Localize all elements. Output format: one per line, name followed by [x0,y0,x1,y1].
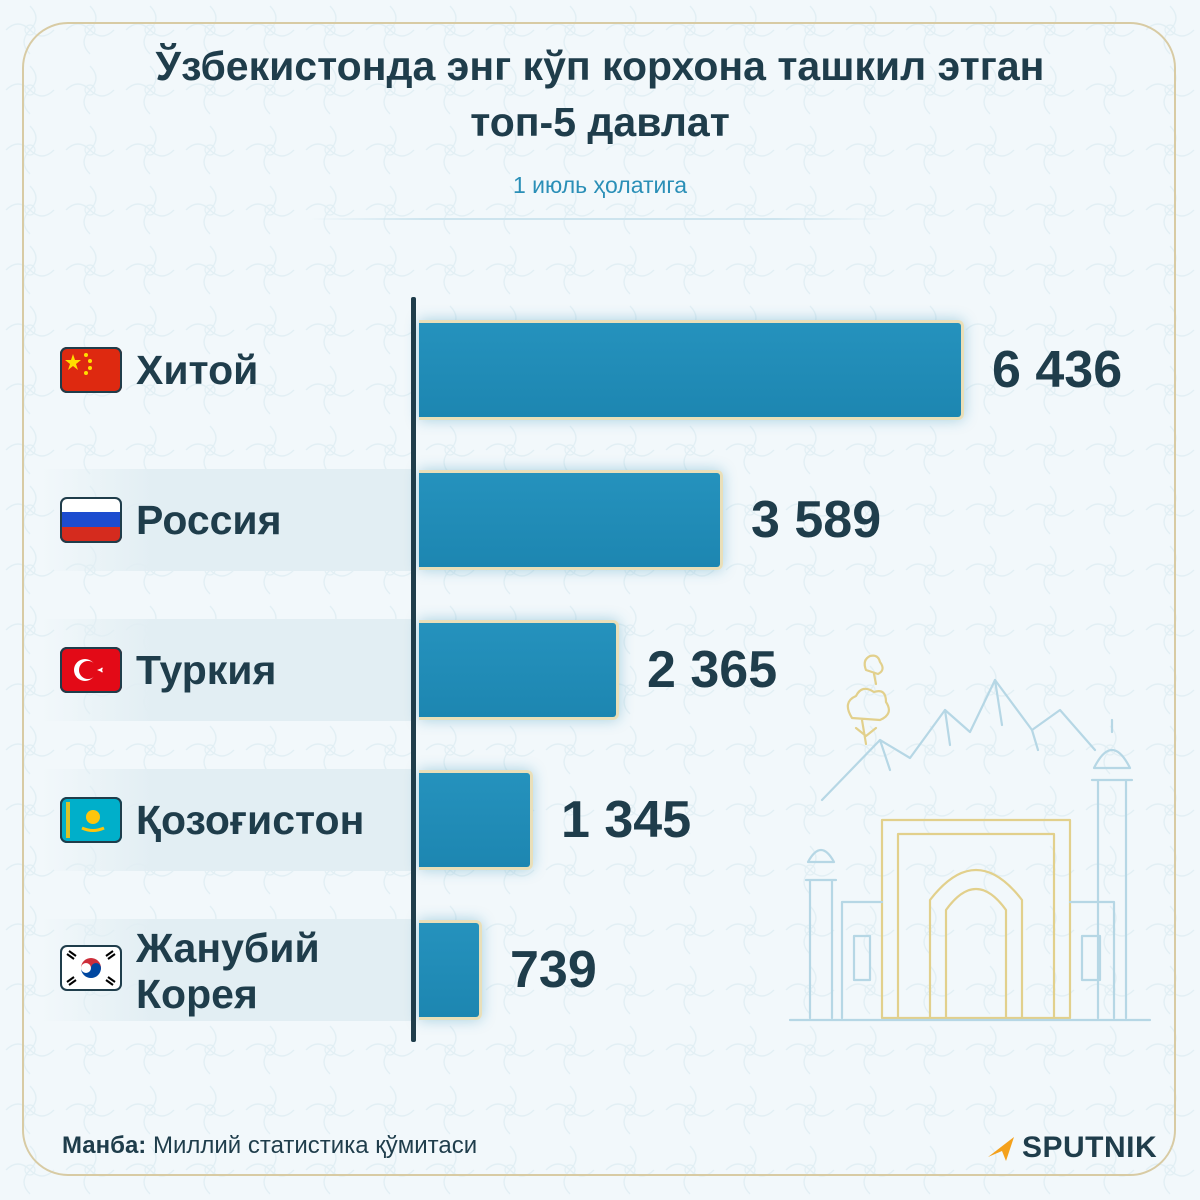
card-frame [22,22,1176,1176]
subtitle-divider [310,218,890,220]
china-flag-icon [60,347,122,393]
source-label: Манба: [62,1132,147,1159]
russia-flag-icon [60,497,122,543]
kazakhstan-flag-icon [60,797,122,843]
source-text: Миллий статистика қўмитаси [152,1132,478,1159]
architecture-illustration [788,654,1152,1022]
sputnik-logo: SPUTNIK [984,1128,1157,1168]
y-axis-line [411,297,416,1042]
category-label-russia: Россия [136,497,282,543]
category-label-turkey: Туркия [136,647,277,693]
chart-subtitle: 1 июль ҳолатига [512,172,688,198]
bar-russia [419,470,723,570]
bar-turkey [419,620,619,720]
turkey-flag-icon [60,647,122,693]
sputnik-logo-icon [988,1137,1014,1161]
category-label-china: Хитой [136,347,259,393]
source-note: Манба: Миллий статистика қўмитаси [62,1132,477,1160]
value-label-kazakhstan: 1 345 [561,791,692,849]
value-label-china: 6 436 [992,341,1123,399]
bar-china [419,320,964,420]
chart-title: Ўзбекистонда энг кўп корхона ташкил этга… [155,43,1045,145]
bar-kazakhstan [419,770,533,870]
value-label-russia: 3 589 [751,491,882,549]
brand-name: SPUTNIK [1022,1131,1158,1164]
category-label-kazakhstan: Қозоғистон [136,797,365,843]
bar-south-korea [419,920,482,1020]
category-label-south-korea: Жанубий Корея [136,925,320,1017]
south-korea-flag-icon [60,945,122,991]
value-label-south-korea: 739 [510,941,597,999]
value-label-turkey: 2 365 [647,641,778,699]
